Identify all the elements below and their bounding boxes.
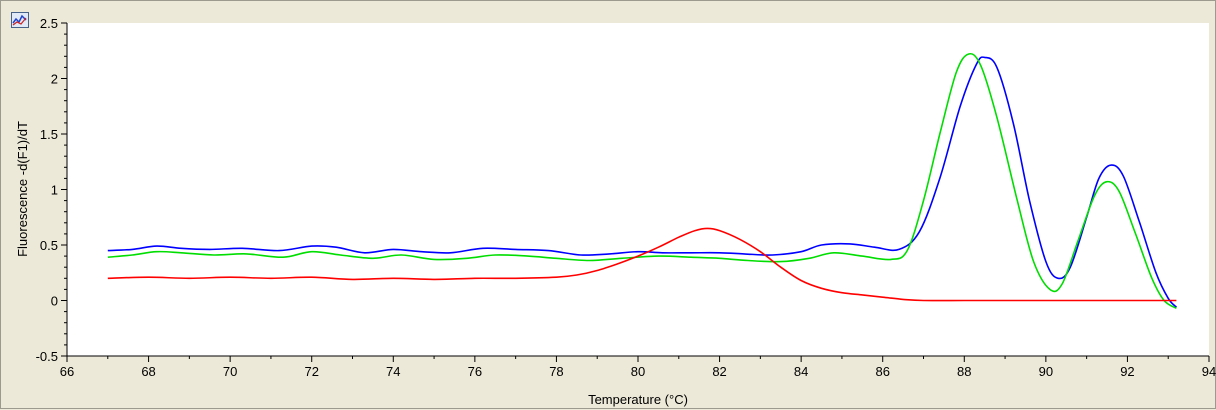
- x-tick-label: 94: [1202, 364, 1216, 379]
- x-tick-label: 82: [712, 364, 726, 379]
- series-line-1: [107, 56, 1177, 308]
- y-axis-title: Fluorescence -d(F1)/dT: [15, 121, 30, 257]
- x-tick-label: 70: [223, 364, 237, 379]
- x-tick-label: 78: [549, 364, 563, 379]
- y-tick-label: 0: [51, 294, 58, 309]
- plot-area: [67, 23, 1209, 356]
- x-tick-label: 80: [631, 364, 645, 379]
- x-axis: 66 68 70 72 74 76 78 80 82 84 86 88 90 92 94: [60, 355, 1216, 379]
- x-tick-label: 90: [1039, 364, 1053, 379]
- series-line-3: [107, 227, 1177, 302]
- x-tick-label: 72: [304, 364, 318, 379]
- y-axis: -0.5 0 0.5 1 1.5 2 2.5: [36, 16, 68, 364]
- x-tick-label: 92: [1120, 364, 1134, 379]
- y-tick-label: -0.5: [36, 349, 58, 364]
- y-tick-label: 2: [51, 72, 58, 87]
- x-tick-label: 68: [141, 364, 155, 379]
- y-tick-label: 1: [51, 183, 58, 198]
- chart-icon[interactable]: [11, 12, 29, 28]
- x-axis-title: Temperature (°C): [588, 392, 688, 407]
- x-tick-label: 76: [468, 364, 482, 379]
- x-tick-label: 84: [794, 364, 808, 379]
- y-tick-label: 1.5: [40, 127, 58, 142]
- x-tick-label: 66: [60, 364, 74, 379]
- series-layer: [107, 52, 1177, 310]
- series-line-2: [107, 52, 1177, 310]
- y-tick-label: 0.5: [40, 238, 58, 253]
- y-tick-label: 2.5: [40, 16, 58, 31]
- x-tick-label: 88: [957, 364, 971, 379]
- x-tick-label: 74: [386, 364, 400, 379]
- x-tick-label: 86: [875, 364, 889, 379]
